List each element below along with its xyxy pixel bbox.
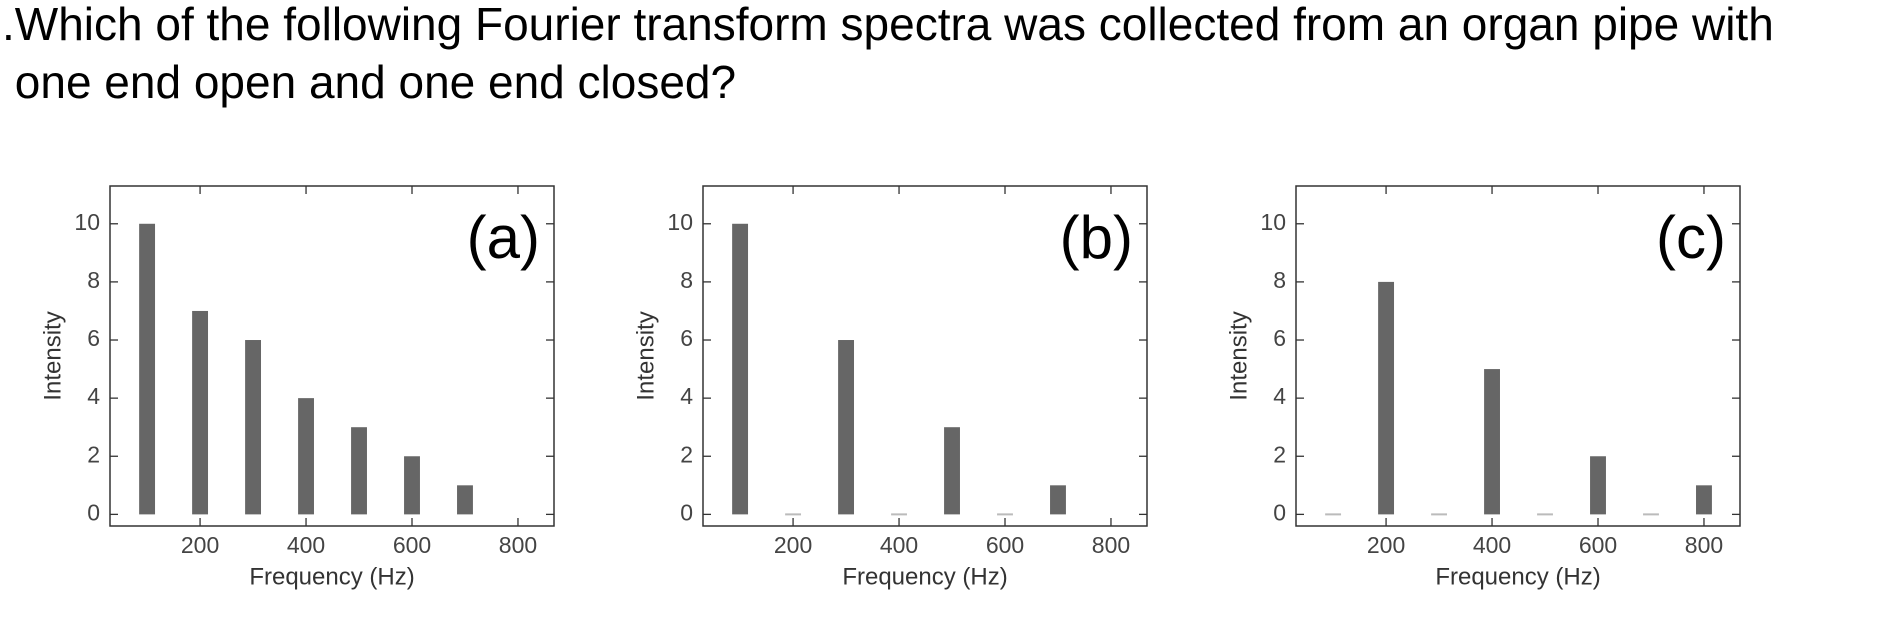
bar bbox=[838, 340, 855, 515]
panel-label: (b) bbox=[1060, 204, 1133, 271]
x-tick-label: 600 bbox=[1579, 532, 1617, 558]
plot-frame bbox=[702, 185, 1148, 527]
x-tick-label: 400 bbox=[287, 532, 325, 558]
y-tick-label: 2 bbox=[1273, 441, 1286, 467]
bar bbox=[1378, 281, 1395, 515]
bar bbox=[1325, 513, 1342, 516]
panel-label: (c) bbox=[1656, 204, 1726, 271]
y-axis-label: Intensity bbox=[39, 311, 66, 400]
y-tick-label: 6 bbox=[87, 325, 100, 351]
x-tick-label: 200 bbox=[774, 532, 812, 558]
bar bbox=[1696, 485, 1712, 515]
y-tick-label: 10 bbox=[74, 209, 100, 235]
y-tick-label: 10 bbox=[667, 209, 693, 235]
x-axis-label: Frequency (Hz) bbox=[1435, 563, 1600, 590]
bar bbox=[245, 340, 262, 515]
y-tick-label: 0 bbox=[87, 499, 100, 525]
bar bbox=[1431, 513, 1448, 516]
question-line: one end open and one end closed? bbox=[2, 56, 736, 108]
bar bbox=[192, 310, 209, 515]
y-tick-label: 0 bbox=[680, 499, 693, 525]
y-tick-label: 6 bbox=[680, 325, 693, 351]
x-tick-label: 800 bbox=[1092, 532, 1130, 558]
bar bbox=[1643, 513, 1659, 516]
y-tick-label: 6 bbox=[1273, 325, 1286, 351]
bar bbox=[732, 223, 749, 515]
bar bbox=[1590, 456, 1606, 515]
panel-label: (a) bbox=[467, 204, 540, 271]
bar bbox=[891, 513, 907, 516]
y-tick-label: 8 bbox=[680, 267, 693, 293]
bar bbox=[997, 513, 1013, 516]
x-axis-label: Frequency (Hz) bbox=[842, 563, 1007, 590]
y-tick-label: 10 bbox=[1260, 209, 1286, 235]
bar bbox=[1484, 369, 1500, 515]
y-tick-label: 4 bbox=[1273, 383, 1286, 409]
bar bbox=[457, 485, 473, 515]
plot-frame bbox=[109, 185, 555, 527]
y-axis-label: Intensity bbox=[1225, 311, 1252, 400]
x-tick-label: 400 bbox=[880, 532, 918, 558]
y-tick-label: 4 bbox=[87, 383, 100, 409]
x-tick-label: 200 bbox=[181, 532, 219, 558]
y-tick-label: 2 bbox=[680, 441, 693, 467]
y-tick-label: 0 bbox=[1273, 499, 1286, 525]
y-tick-label: 4 bbox=[680, 383, 693, 409]
y-axis-label: Intensity bbox=[632, 311, 659, 400]
x-axis-label: Frequency (Hz) bbox=[249, 563, 414, 590]
bar bbox=[1050, 485, 1066, 515]
x-tick-label: 200 bbox=[1367, 532, 1405, 558]
bar bbox=[944, 427, 960, 515]
y-tick-label: 8 bbox=[87, 267, 100, 293]
x-tick-label: 800 bbox=[499, 532, 537, 558]
bar bbox=[139, 223, 156, 515]
x-tick-label: 400 bbox=[1473, 532, 1511, 558]
bar bbox=[351, 427, 367, 515]
bar bbox=[298, 398, 314, 515]
y-tick-label: 2 bbox=[87, 441, 100, 467]
x-tick-label: 800 bbox=[1685, 532, 1723, 558]
x-tick-label: 600 bbox=[393, 532, 431, 558]
y-tick-label: 8 bbox=[1273, 267, 1286, 293]
bar bbox=[785, 513, 802, 516]
bar bbox=[1537, 513, 1553, 516]
x-tick-label: 600 bbox=[986, 532, 1024, 558]
plot-frame bbox=[1295, 185, 1741, 527]
bar bbox=[404, 456, 420, 515]
question-line: .Which of the following Fourier transfor… bbox=[2, 0, 1774, 50]
